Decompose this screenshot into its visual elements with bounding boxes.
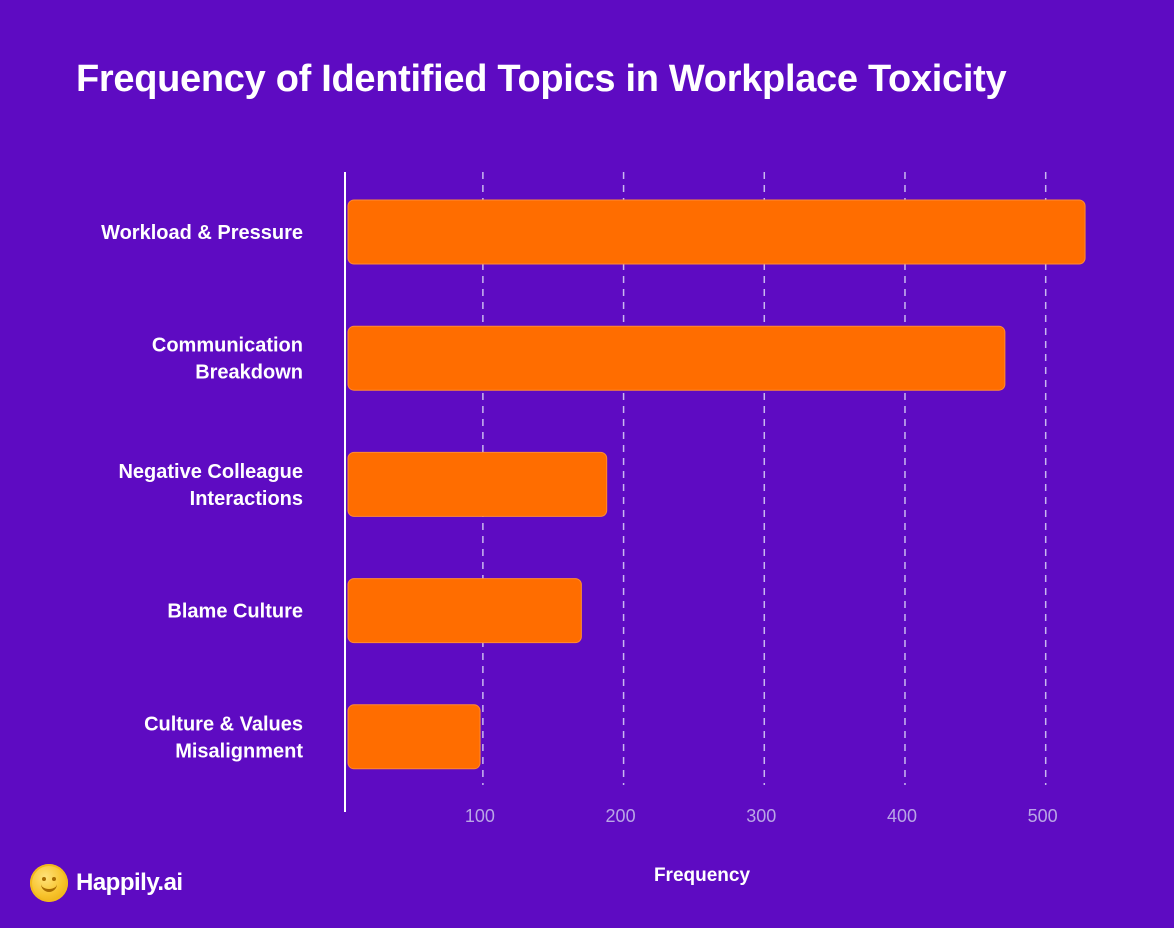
category-label-line: Workload & Pressure <box>101 222 303 244</box>
x-axis-title: Frequency <box>654 865 751 886</box>
x-tick-label: 100 <box>465 806 495 826</box>
bar <box>347 325 1006 391</box>
smiley-face-icon <box>30 864 68 902</box>
category-label-line: Culture & Values <box>144 713 303 735</box>
bar <box>347 578 582 644</box>
bar <box>347 199 1086 265</box>
category-label-line: Blame Culture <box>167 601 303 623</box>
category-label-line: Breakdown <box>195 362 303 384</box>
category-label: Negative Colleague Interactions <box>118 461 303 510</box>
category-label: Communication Breakdown <box>152 335 303 384</box>
x-tick-labels: 100 200 300 400 500 <box>465 806 1058 826</box>
x-tick-label: 400 <box>887 806 917 826</box>
gridlines <box>482 172 1047 785</box>
brand-name: Happily.ai <box>76 869 183 896</box>
category-label: Workload & Pressure <box>101 222 303 244</box>
x-tick-label: 500 <box>1028 806 1058 826</box>
category-label-line: Misalignment <box>175 740 303 762</box>
bar <box>347 451 608 517</box>
x-tick-label: 300 <box>746 806 776 826</box>
category-labels: Workload & Pressure Communication Breakdow… <box>101 222 303 762</box>
category-label: Blame Culture <box>167 601 303 623</box>
chart-title: Frequency of Identified Topics in Workpl… <box>76 58 1007 100</box>
x-tick-label: 200 <box>606 806 636 826</box>
category-label-line: Communication <box>152 335 303 357</box>
category-label: Culture & Values Misalignment <box>144 713 303 762</box>
category-label-line: Interactions <box>190 488 303 510</box>
bars <box>347 199 1086 770</box>
brand-logo: Happily.ai <box>30 862 183 904</box>
category-label-line: Negative Colleague <box>118 461 303 483</box>
bar <box>347 704 481 770</box>
